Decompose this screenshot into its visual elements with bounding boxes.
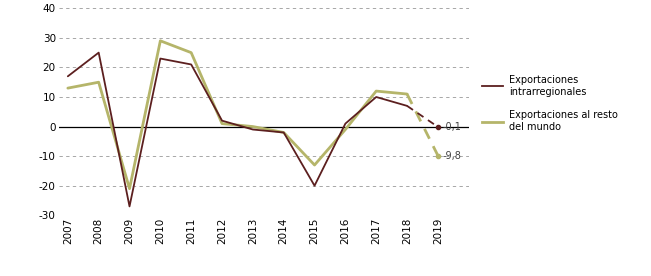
Legend: Exportaciones
intrarregionales, Exportaciones al resto
del mundo: Exportaciones intrarregionales, Exportac… xyxy=(478,71,622,136)
Text: -0,1: -0,1 xyxy=(443,122,462,132)
Text: -9,8: -9,8 xyxy=(443,150,462,161)
